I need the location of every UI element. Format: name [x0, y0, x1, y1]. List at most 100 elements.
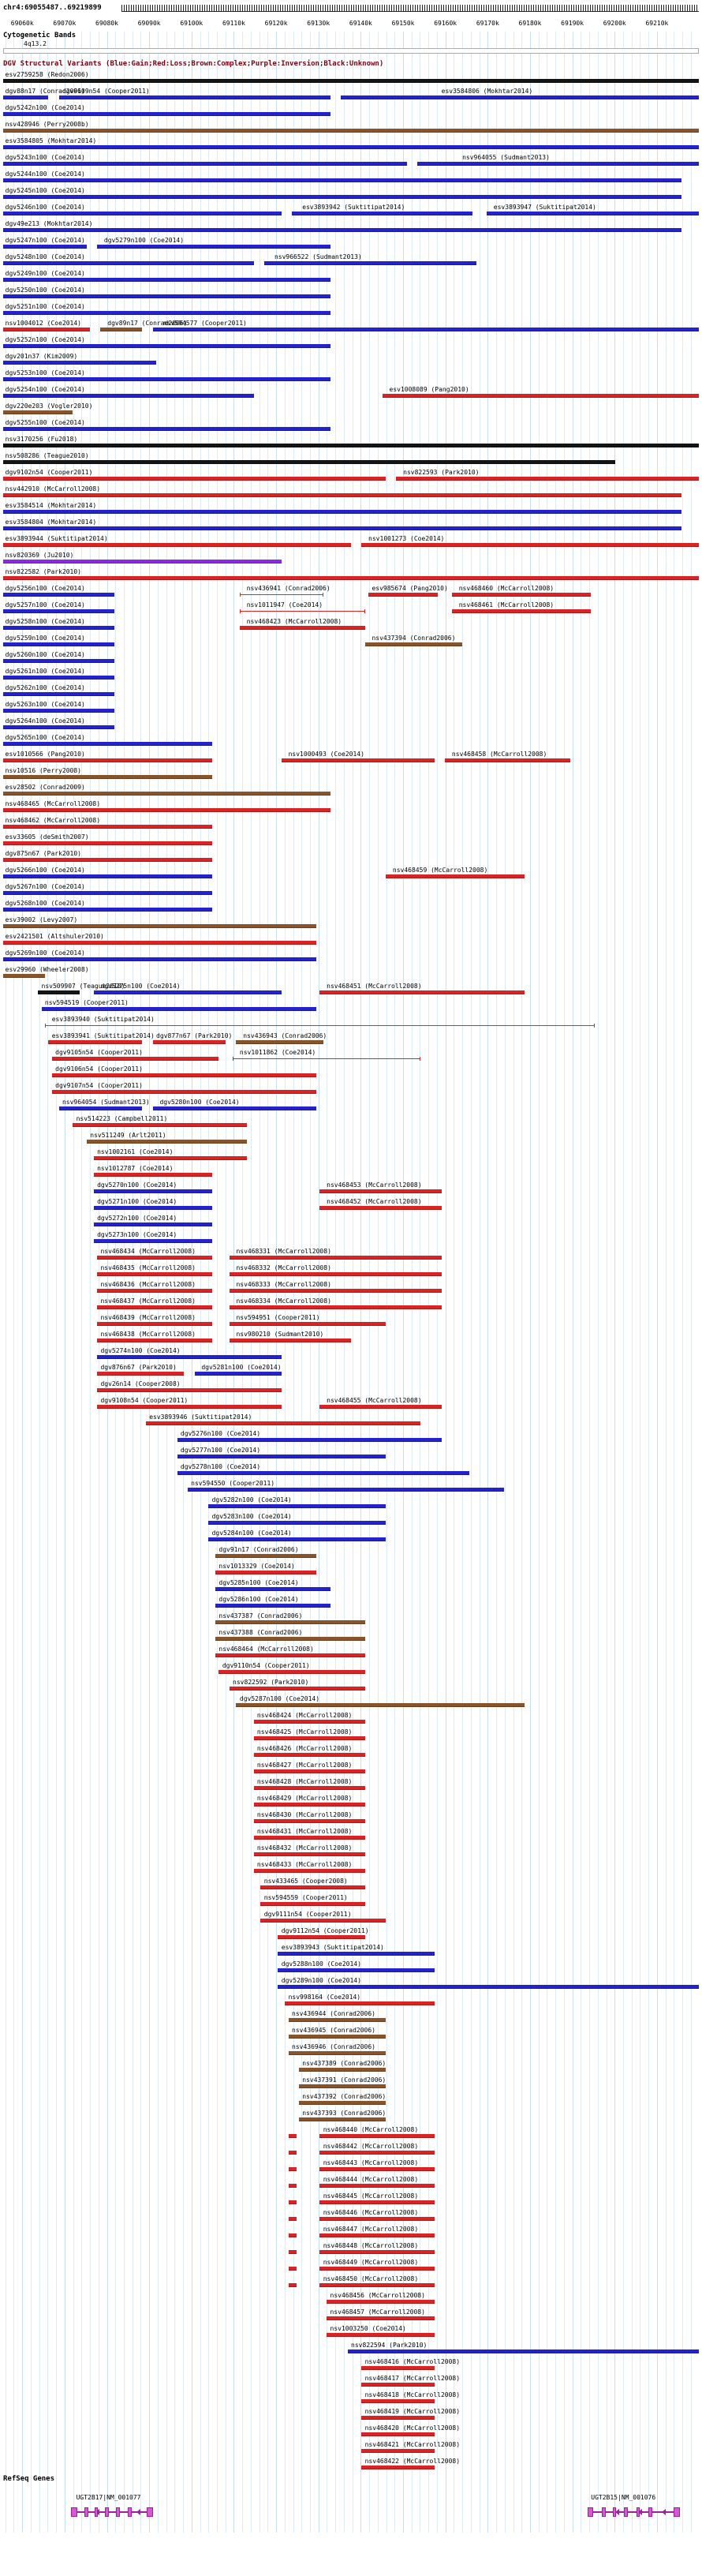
variant-bar[interactable] [44, 1024, 595, 1028]
variant-label[interactable]: nsv468464 (McCarroll2008) [218, 1646, 314, 1653]
variant-label[interactable]: dgv5284n100 (Coe2014) [211, 1530, 292, 1537]
variant-bar[interactable] [194, 1372, 282, 1376]
variant-bar[interactable] [288, 2151, 297, 2155]
variant-bar[interactable] [319, 990, 525, 994]
variant-label[interactable]: dgv5275n100 (Coe2014) [100, 983, 181, 990]
variant-bar[interactable] [3, 742, 212, 746]
variant-bar[interactable] [229, 1289, 442, 1293]
variant-label[interactable]: nsv437388 (Conrad2006) [218, 1629, 303, 1636]
variant-bar[interactable] [58, 1106, 143, 1110]
variant-bar[interactable] [319, 1189, 442, 1193]
variant-bar[interactable] [51, 1090, 316, 1094]
variant-bar[interactable] [260, 1885, 365, 1889]
variant-label[interactable]: dgv5254n100 (Coe2014) [5, 386, 85, 393]
variant-label[interactable]: esv3893941 (Suktitipat2014) [51, 1032, 155, 1039]
variant-label[interactable]: esv3893947 (Suktitipat2014) [493, 204, 596, 211]
variant-label[interactable]: dgv5278n100 (Coe2014) [180, 1463, 261, 1470]
variant-label[interactable]: nsv468427 (McCarroll2008) [256, 1762, 353, 1769]
variant-bar[interactable] [3, 858, 212, 862]
variant-bar[interactable] [3, 361, 157, 365]
variant-label[interactable]: nsv1001273 (Coe2014) [368, 535, 445, 542]
variant-label[interactable]: nsv437389 (Conrad2006) [302, 2060, 386, 2067]
variant-bar[interactable] [3, 560, 282, 564]
variant-bar[interactable] [3, 410, 73, 414]
variant-bar[interactable] [288, 2233, 297, 2237]
variant-label[interactable]: nsv980210 (Sudmant2010) [236, 1331, 324, 1338]
variant-bar[interactable] [288, 2134, 297, 2138]
variant-label[interactable]: dgv5286n100 (Coe2014) [218, 1596, 299, 1603]
variant-label[interactable]: nsv594559 (Cooper2011) [263, 1894, 348, 1901]
variant-label[interactable]: nsv433465 (Cooper2008) [263, 1878, 348, 1885]
variant-bar[interactable] [3, 427, 330, 431]
variant-bar[interactable] [215, 1653, 365, 1657]
variant-bar[interactable] [298, 2068, 386, 2072]
variant-label[interactable]: dgv9112n54 (Cooper2011) [281, 1927, 369, 1934]
variant-label[interactable]: nsv594577 (Cooper2011) [162, 320, 247, 327]
variant-bar[interactable] [319, 2283, 435, 2287]
variant-label[interactable]: dgv875n67 (Park2010) [5, 850, 81, 857]
variant-label[interactable]: nsv437392 (Conrad2006) [302, 2093, 386, 2100]
variant-bar[interactable] [319, 2217, 435, 2221]
variant-bar[interactable] [93, 1239, 212, 1243]
variant-bar[interactable] [97, 245, 330, 249]
variant-bar[interactable] [3, 294, 330, 298]
variant-bar[interactable] [253, 1786, 365, 1790]
variant-bar[interactable] [361, 2416, 435, 2420]
variant-bar[interactable] [93, 990, 282, 994]
variant-label[interactable]: nsv508286 (Teague2010) [5, 452, 89, 459]
gene-exon[interactable] [602, 2507, 607, 2517]
variant-bar[interactable] [3, 79, 699, 83]
variant-label[interactable]: dgv5285n100 (Coe2014) [218, 1579, 299, 1586]
variant-bar[interactable] [229, 1256, 442, 1260]
variant-bar[interactable] [236, 1703, 525, 1707]
variant-bar[interactable] [236, 1040, 323, 1044]
variant-label[interactable]: nsv468430 (McCarroll2008) [256, 1811, 353, 1818]
variant-label[interactable]: dgv26n14 (Cooper2008) [100, 1380, 181, 1387]
variant-bar[interactable] [218, 1670, 365, 1674]
variant-bar[interactable] [3, 841, 212, 845]
variant-label[interactable]: dgv5259n100 (Coe2014) [5, 635, 85, 642]
variant-label[interactable]: nsv468435 (McCarroll2008) [100, 1264, 196, 1271]
variant-label[interactable]: esv39002 (Levy2007) [5, 916, 78, 923]
variant-bar[interactable] [51, 1073, 316, 1077]
variant-bar[interactable] [278, 1968, 435, 1972]
variant-bar[interactable] [3, 526, 681, 530]
variant-bar[interactable] [97, 1355, 282, 1359]
variant-label[interactable]: dgv9105n54 (Cooper2011) [55, 1049, 143, 1056]
variant-label[interactable]: dgv5276n100 (Coe2014) [180, 1430, 261, 1437]
variant-label[interactable]: nsv468459 (McCarroll2008) [392, 867, 488, 874]
variant-label[interactable]: dgv5283n100 (Coe2014) [211, 1513, 292, 1520]
variant-label[interactable]: dgv5280n100 (Coe2014) [159, 1099, 240, 1106]
variant-label[interactable]: nsv468425 (McCarroll2008) [256, 1728, 353, 1735]
variant-label[interactable]: nsv468416 (McCarroll2008) [364, 2358, 461, 2365]
variant-bar[interactable] [3, 626, 115, 630]
variant-bar[interactable] [97, 1305, 212, 1309]
variant-bar[interactable] [233, 1057, 421, 1061]
variant-bar[interactable] [361, 2432, 435, 2436]
variant-bar[interactable] [229, 1339, 351, 1342]
variant-bar[interactable] [327, 2333, 435, 2337]
variant-bar[interactable] [288, 2250, 297, 2254]
variant-bar[interactable] [278, 1935, 365, 1939]
variant-label[interactable]: dgv5282n100 (Coe2014) [211, 1496, 292, 1503]
variant-label[interactable]: nsv468451 (McCarroll2008) [327, 983, 422, 990]
variant-bar[interactable] [3, 692, 115, 696]
variant-label[interactable]: dgv877n67 (Park2010) [156, 1032, 233, 1039]
variant-bar[interactable] [3, 162, 407, 166]
variant-bar[interactable] [208, 1504, 386, 1508]
variant-label[interactable]: nsv1012787 (Coe2014) [97, 1165, 174, 1172]
variant-label[interactable]: esv3893942 (Suktitipat2014) [302, 204, 405, 211]
variant-label[interactable]: dgv5247n100 (Coe2014) [5, 237, 85, 244]
variant-bar[interactable] [3, 808, 330, 812]
variant-label[interactable]: nsv442910 (McCarroll2008) [5, 485, 101, 492]
variant-bar[interactable] [288, 2051, 386, 2055]
variant-bar[interactable] [215, 1637, 365, 1641]
variant-bar[interactable] [208, 1537, 386, 1541]
variant-label[interactable]: dgv5268n100 (Coe2014) [5, 900, 85, 907]
variant-bar[interactable] [361, 2466, 435, 2469]
variant-label[interactable]: nsv468450 (McCarroll2008) [323, 2275, 419, 2282]
variant-label[interactable]: dgv5251n100 (Coe2014) [5, 303, 85, 310]
variant-label[interactable]: dgv5248n100 (Coe2014) [5, 253, 85, 260]
variant-bar[interactable] [177, 1455, 386, 1458]
variant-label[interactable]: nsv468334 (McCarroll2008) [236, 1297, 331, 1305]
